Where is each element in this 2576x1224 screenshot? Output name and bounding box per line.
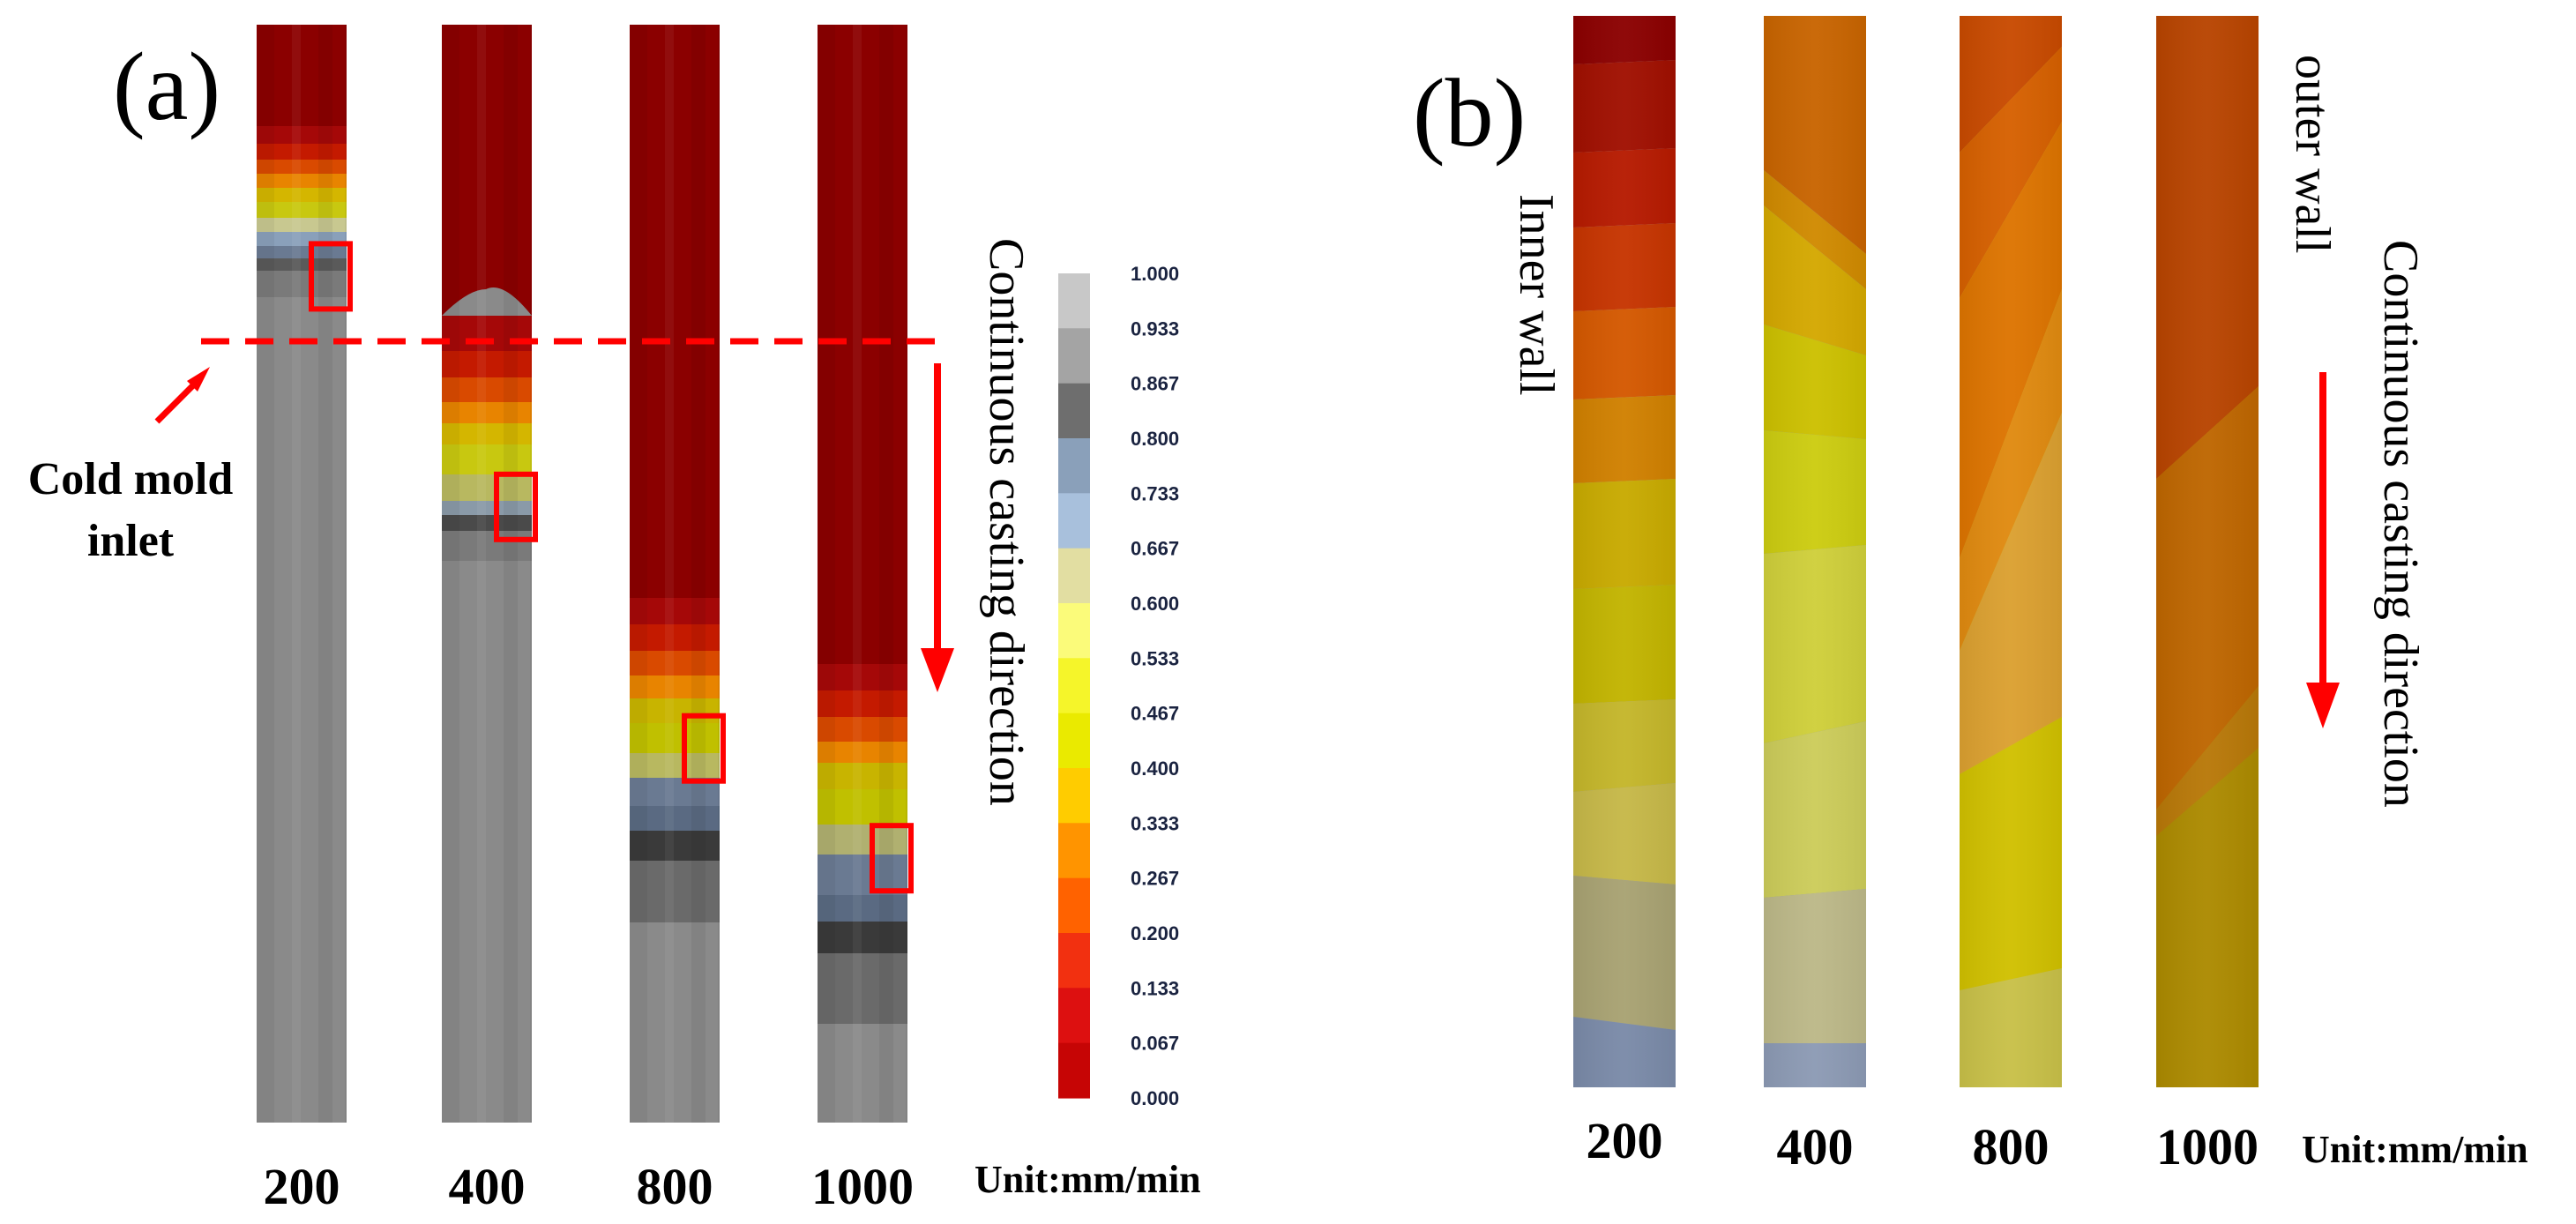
legend-swatch (1058, 877, 1090, 934)
legend-swatch (1058, 438, 1090, 494)
strip-a-400 (442, 25, 532, 1123)
speed-label-a-400: 400 (449, 1158, 526, 1215)
legend-tick-label: 0.333 (1131, 812, 1179, 834)
legend-tick-label: 0.600 (1131, 593, 1179, 615)
legend-tick-label: 0.933 (1131, 317, 1179, 340)
panel-b-unit-label: Unit:mm/min (2302, 1128, 2528, 1171)
panel-b-direction-arrow-icon (2306, 372, 2340, 728)
speed-label-b-200: 200 (1587, 1112, 1663, 1169)
legend-ticks: 1.000 0.933 0.867 0.800 0.733 0.667 0.600 0.533… (1131, 263, 1179, 1109)
solid-front-marker-200 (309, 241, 353, 312)
legend-swatch (1058, 713, 1090, 769)
strip-b-200 (1573, 16, 1676, 1087)
solid-front-marker-1000 (870, 823, 914, 894)
legend-swatch (1058, 933, 1090, 989)
panel-b: (b) Inner wall outer wall Continuous cas… (1413, 16, 2528, 1175)
panel-b-direction-label: Continuous casting direction (2373, 240, 2428, 808)
legend-swatches (1058, 273, 1090, 1099)
legend-swatch (1058, 658, 1090, 714)
legend-swatch (1058, 823, 1090, 879)
legend-tick-label: 0.400 (1131, 758, 1179, 780)
speed-label-a-800: 800 (637, 1158, 713, 1215)
speed-label-a-1000: 1000 (811, 1158, 914, 1215)
strip-a-1000 (818, 25, 907, 1123)
inlet-label-line-1: Cold mold (28, 454, 234, 504)
strip-b-800 (1960, 16, 2062, 1087)
legend-tick-label: 0.733 (1131, 482, 1179, 504)
legend-tick-label: 0.467 (1131, 703, 1179, 725)
strip-b-1000 (2156, 16, 2259, 1087)
legend-swatch (1058, 603, 1090, 659)
speed-label-b-800: 800 (1973, 1118, 2050, 1175)
inlet-label-line-2: inlet (87, 516, 175, 566)
strip-b-400 (1764, 16, 1866, 1087)
solid-front-markers (309, 241, 914, 894)
panel-a-label: (a) (113, 33, 220, 140)
panel-a: (a) (28, 25, 1201, 1215)
legend-tick-label: 0.133 (1131, 977, 1179, 999)
speed-label-a-200: 200 (264, 1158, 340, 1215)
legend-tick-label: 0.867 (1131, 373, 1179, 395)
legend-tick-label: 0.000 (1131, 1087, 1179, 1109)
legend-swatch (1058, 548, 1090, 604)
panel-a-columns (257, 25, 907, 1123)
legend-swatch (1058, 328, 1090, 384)
inner-wall-label: Inner wall (1509, 194, 1564, 396)
solid-front-marker-400 (494, 471, 538, 542)
legend-tick-label: 0.667 (1131, 538, 1179, 560)
legend-tick-label: 1.000 (1131, 263, 1179, 285)
strip-a-800 (630, 25, 720, 1123)
legend-tick-label: 0.533 (1131, 647, 1179, 669)
panel-a-unit-label: Unit:mm/min (974, 1158, 1201, 1201)
panel-b-label: (b) (1413, 59, 1526, 167)
casting-direction-arrow-icon (921, 363, 954, 692)
legend-tick-label: 0.200 (1131, 922, 1179, 944)
legend-swatch (1058, 273, 1090, 329)
legend-swatch (1058, 768, 1090, 824)
inlet-pointer-arrow-icon (154, 367, 210, 424)
legend-tick-label: 0.067 (1131, 1033, 1179, 1055)
legend-swatch (1058, 383, 1090, 439)
legend-swatch (1058, 493, 1090, 549)
legend-tick-label: 0.800 (1131, 428, 1179, 450)
panel-a-direction-label: Continuous casting direction (979, 238, 1034, 806)
color-legend: 1.000 0.933 0.867 0.800 0.733 0.667 0.600 0.533… (1058, 263, 1179, 1109)
legend-swatch (1058, 988, 1090, 1044)
solid-front-marker-800 (682, 713, 726, 784)
speed-label-b-1000: 1000 (2156, 1118, 2259, 1175)
speed-label-b-400: 400 (1777, 1118, 1854, 1175)
strip-a-200 (257, 25, 347, 1123)
legend-tick-label: 0.267 (1131, 868, 1179, 890)
legend-swatch (1058, 1042, 1090, 1099)
outer-wall-label: outer wall (2285, 55, 2340, 253)
